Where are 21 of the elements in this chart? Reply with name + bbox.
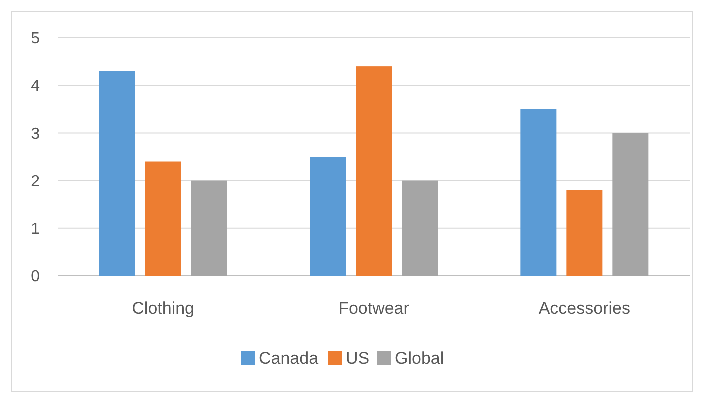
bar — [99, 71, 136, 276]
y-tick-label: 3 — [31, 126, 40, 143]
x-tick-label: Footwear — [338, 299, 410, 318]
bar — [520, 109, 557, 276]
y-tick-label: 1 — [31, 221, 40, 238]
legend-label: Global — [395, 348, 444, 368]
bar — [566, 190, 603, 276]
y-tick-label: 5 — [31, 30, 40, 48]
bar — [191, 180, 228, 276]
y-tick-label: 0 — [31, 268, 40, 286]
bar — [402, 180, 438, 276]
x-tick-label: Clothing — [132, 299, 195, 318]
x-tick-label: Accessories — [538, 299, 630, 318]
legend-label: Canada — [259, 348, 320, 368]
y-tick-label: 2 — [31, 173, 40, 190]
y-tick-label: 4 — [31, 78, 40, 96]
bar — [356, 66, 392, 276]
legend-label: US — [346, 348, 370, 368]
bar — [612, 133, 649, 276]
bar — [145, 162, 182, 276]
bar — [310, 157, 346, 276]
